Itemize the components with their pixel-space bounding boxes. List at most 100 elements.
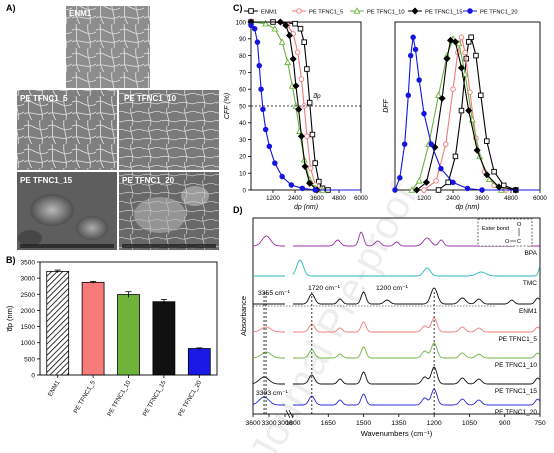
point-pe-tfnc1-20 (401, 141, 408, 147)
legend-label-pe-tfnc1-20: PE TFNC1_20 (480, 10, 518, 16)
point-pe-tfnc1-5 (458, 34, 465, 41)
x-tick-label: 1650 (321, 420, 336, 427)
point-pe-tfnc1-10 (415, 177, 423, 184)
x-tick-label: 3600 (245, 420, 260, 427)
spectrum-right-pe-tfnc1-15 (293, 366, 540, 385)
point-pe-tfnc1-15 (295, 105, 303, 113)
x-tick-label: 1200 (417, 195, 431, 202)
ester-atom-o-top: O (517, 222, 522, 228)
point-pe-tfnc1-15 (422, 178, 430, 186)
point-pe-tfnc1-10 (435, 91, 442, 99)
point-pe-tfnc1-5 (295, 49, 301, 55)
axis-break (285, 409, 291, 419)
point-enm1 (304, 66, 310, 72)
y-tick-label: 10 (239, 171, 246, 178)
point-enm1 (484, 138, 490, 144)
panel-b-label: B) (6, 255, 16, 265)
x-tick-label: 2400 (288, 195, 302, 202)
y-tick-label: 70 (239, 70, 246, 77)
point-enm1 (312, 160, 318, 166)
y-tick-label: 3500 (21, 260, 36, 267)
point-pe-tfnc1-15 (297, 132, 305, 140)
point-pe-tfnc1-5 (304, 133, 310, 139)
x-tick-label: 1200 (427, 420, 442, 427)
y-tick-label: 0 (31, 373, 35, 380)
micrograph-pe-tfnc1-10: PE TFNC1_10 (119, 90, 219, 170)
point-pe-tfnc1-20 (438, 165, 444, 172)
legend-marker-enm1 (248, 8, 254, 14)
x-tick-label: 4800 (332, 195, 346, 202)
spectrum-left-pe-tfnc1-15 (252, 376, 285, 385)
point-pe-tfnc1-20 (392, 187, 398, 193)
x-tick-label-pe-tfnc1-15: PE TFNC1_15 (142, 379, 168, 418)
x-tick-label: 1200 (266, 195, 280, 202)
micrograph-pe-tfnc1-15-label: PE TFNC1_15 (20, 176, 73, 185)
spectrum-label-pe-tfnc1-5: PE TFNC1_5 (498, 336, 537, 343)
y-tick-label: 30 (239, 137, 246, 144)
micrograph-enm1-label: ENM1 (69, 9, 92, 18)
y-axis-label: CFF (%) (224, 93, 231, 119)
point-pe-tfnc1-20 (272, 160, 278, 166)
point-pe-tfnc1-20 (251, 25, 258, 32)
y-tick-label: 60 (239, 87, 246, 94)
point-pe-tfnc1-10 (262, 19, 270, 27)
point-enm1 (297, 25, 304, 32)
y-tick-label: 80 (239, 53, 246, 60)
legend-label-enm1: ENM1 (261, 10, 277, 16)
point-pe-tfnc1-15 (289, 55, 297, 63)
point-pe-tfnc1-10 (284, 58, 292, 66)
x-axis-label: dp (nm) (455, 204, 479, 211)
spectrum-left-bpa (253, 235, 285, 247)
bar-pe-tfnc1-10 (117, 294, 140, 376)
point-pe-tfnc1-15 (282, 21, 290, 29)
ester-atom-o: O (505, 239, 510, 245)
point-pe-tfnc1-15 (443, 55, 451, 63)
point-enm1 (491, 168, 497, 175)
point-pe-tfnc1-10 (455, 39, 463, 47)
x-tick-label: 1350 (391, 420, 406, 427)
point-pe-tfnc1-15 (292, 82, 300, 90)
micrograph-pe-tfnc1-5: PE TFNC1_5 (17, 90, 117, 170)
legend: ENM1 PE TFNC1_5 PE TFNC1_10 PE TFNC1_15 PE T… (244, 7, 518, 16)
point-pe-tfnc1-15 (451, 38, 459, 46)
point-enm1 (458, 107, 465, 114)
y-axis-label: d̅p (nm) (5, 305, 14, 332)
point-pe-tfnc1-20 (248, 22, 254, 29)
micrograph-pe-tfnc1-20: PE TFNC1_20 (119, 172, 219, 250)
spectrum-left-pe-tfnc1-5 (252, 326, 285, 333)
x-axis-label: dp (nm) (294, 204, 318, 211)
legend-label-pe-tfnc1-10: PE TFNC1_10 (367, 10, 405, 16)
x-tick-label: 1050 (462, 420, 477, 427)
point-pe-tfnc1-20 (254, 39, 261, 45)
point-pe-tfnc1-20 (312, 187, 318, 193)
spectrum-right-pe-tfnc1-10 (293, 342, 540, 359)
legend-marker-pe-tfnc1-5 (296, 8, 302, 14)
point-pe-tfnc1-20 (405, 92, 412, 99)
panel-b: B) 0 500 1000 1500 2000 2500 3000 3500 d̅p (nm) E… (5, 255, 218, 418)
micrograph-pe-tfnc1-10-label: PE TFNC1_10 (124, 94, 177, 103)
point-enm1 (306, 99, 313, 106)
annotation-1200: 1200 cm⁻¹ (376, 285, 409, 292)
micrograph-pe-tfnc1-20-label: PE TFNC1_20 (122, 176, 175, 185)
point-enm1 (301, 39, 307, 45)
point-pe-tfnc1-15 (438, 94, 446, 102)
series-enm1 (438, 35, 540, 191)
point-pe-tfnc1-5 (462, 49, 468, 56)
point-pe-tfnc1-5 (421, 187, 427, 193)
panel-a: A) ENM1 PE TFNC1_5 PE TFNC1_10 PE TFNC1_… (6, 3, 219, 250)
legend-marker-pe-tfnc1-10 (353, 7, 361, 14)
x-tick-label-pe-tfnc1-5: PE TFNC1_5 (72, 379, 97, 415)
point-pe-tfnc1-10 (461, 70, 469, 77)
spectrum-left-pe-tfnc1-10 (252, 351, 285, 359)
point-pe-tfnc1-20 (479, 187, 485, 193)
spectrum-right-pe-tfnc1-20 (293, 388, 540, 406)
bar-enm1 (46, 270, 70, 376)
micrograph-pe-tfnc1-5-label: PE TFNC1_5 (20, 94, 68, 103)
point-pe-tfnc1-10 (408, 186, 416, 193)
x-tick-label-pe-tfnc1-10: PE TFNC1_10 (106, 379, 132, 418)
point-pe-tfnc1-15 (301, 162, 309, 171)
annotation-3393: 3393 cm⁻¹ (256, 390, 289, 397)
point-pe-tfnc1-20 (412, 46, 419, 53)
y-tick-label: 3000 (21, 276, 36, 283)
